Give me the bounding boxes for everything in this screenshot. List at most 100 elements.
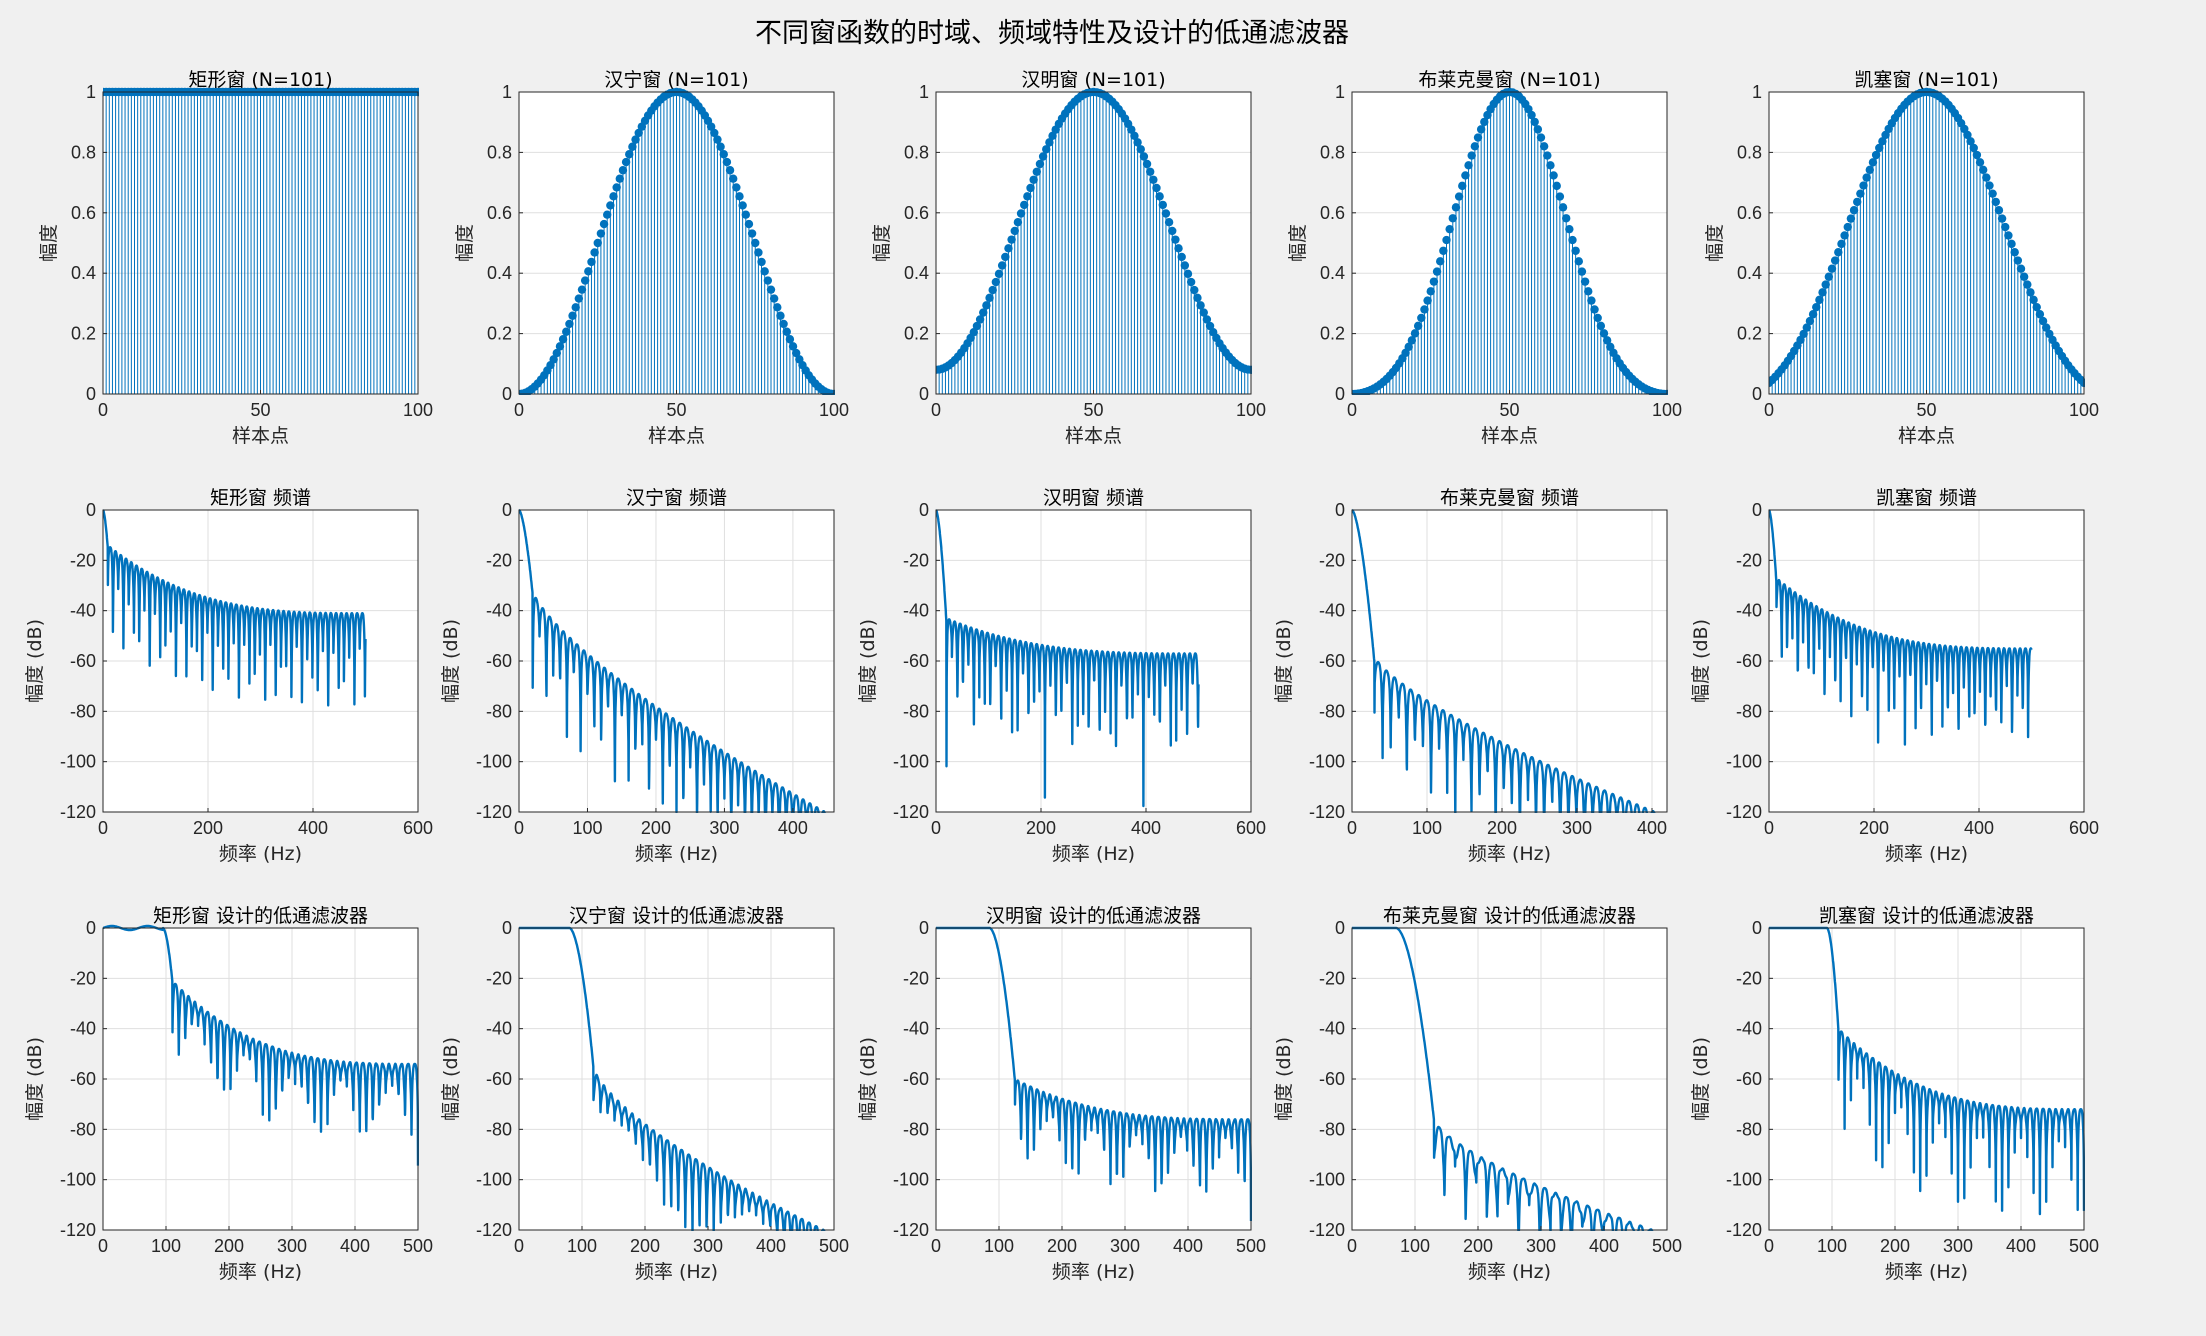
stem-marker [1546, 161, 1555, 170]
stem-marker [710, 128, 719, 138]
stem-marker [625, 150, 634, 159]
data-series [1352, 926, 1654, 1231]
y-tick-label: 0 [502, 384, 512, 404]
data-series [936, 509, 1200, 808]
x-axis-label: 频率 (Hz) [1052, 843, 1135, 865]
y-axis-label: 幅度 (dB) [440, 619, 462, 703]
x-tick-label: 300 [709, 818, 739, 838]
stem-marker [1010, 226, 1019, 236]
stem-marker [1865, 165, 1875, 175]
y-tick-label: -120 [60, 1220, 96, 1240]
x-tick-label: 200 [1463, 1236, 1493, 1256]
stem-marker [725, 166, 735, 175]
y-tick-label: -60 [70, 1069, 96, 1089]
stem-marker [609, 192, 618, 201]
stem-marker [631, 135, 640, 144]
x-axis-label: 频率 (Hz) [1885, 1261, 1968, 1283]
x-axis-label: 频率 (Hz) [1052, 1261, 1135, 1283]
y-tick-label: 0.2 [1737, 324, 1762, 344]
stem-marker [1001, 252, 1010, 262]
stem-marker [1549, 171, 1558, 180]
y-tick-label: -60 [1319, 651, 1345, 671]
y-tick-label: -120 [60, 802, 96, 822]
response-line [519, 926, 826, 1231]
stem-marker [1193, 293, 1202, 303]
subplot-kaiser-window: 0 50 100 0 0.2 0.4 0.6 0.8 1 凯塞窗 (N=101) 样本点 幅度 [1704, 69, 2099, 447]
subplot-title: 汉明窗 (N=101) [1021, 69, 1165, 91]
stem-marker [1130, 131, 1139, 141]
stem-marker [1530, 117, 1539, 127]
stem-marker [1448, 214, 1458, 223]
y-axis-label: 幅度 [871, 224, 893, 262]
stem-marker [603, 210, 612, 219]
stem-marker [558, 335, 568, 344]
stem-marker [1423, 296, 1432, 305]
x-tick-label: 200 [630, 1236, 660, 1256]
stem-marker [2026, 288, 2035, 297]
stem-marker [1180, 261, 1190, 270]
subplot-title: 凯塞窗 (N=101) [1854, 69, 1998, 91]
x-axis-label: 样本点 [1898, 425, 1955, 447]
y-tick-label: -120 [1726, 1220, 1762, 1240]
stem-marker [1158, 200, 1168, 210]
stem-marker [1407, 336, 1417, 345]
stem-marker [2038, 316, 2048, 326]
x-tick-label: 50 [666, 400, 686, 420]
y-tick-label: 0.6 [1737, 203, 1762, 223]
stem-marker [1155, 192, 1164, 201]
y-tick-label: -120 [893, 802, 929, 822]
y-tick-label: 0.2 [487, 324, 512, 344]
y-tick-label: -80 [1736, 1119, 1762, 1139]
stem-marker [1988, 189, 1997, 198]
y-axis-label: 幅度 [454, 224, 476, 262]
y-tick-label: 1 [1335, 82, 1345, 102]
y-tick-label: -60 [486, 651, 512, 671]
stem-marker [593, 238, 602, 248]
data-series [1769, 509, 2033, 746]
stem-marker [2013, 256, 2023, 265]
stem-marker [1029, 175, 1038, 184]
x-tick-label: 100 [1400, 1236, 1430, 1256]
stem-marker [1420, 305, 1429, 314]
stem-marker [1461, 171, 1470, 180]
stem-marker [1016, 209, 1026, 218]
stem-marker [574, 294, 584, 303]
y-tick-label: -80 [486, 701, 512, 721]
y-tick-label: -120 [476, 1220, 512, 1240]
x-tick-label: 50 [250, 400, 270, 420]
stem-marker [1593, 313, 1602, 323]
y-axis-label: 幅度 (dB) [24, 1037, 46, 1121]
y-axis-label: 幅度 (dB) [1273, 619, 1295, 703]
stem-marker [1164, 217, 1174, 227]
x-axis-label: 频率 (Hz) [1468, 1261, 1551, 1283]
x-tick-label: 0 [1347, 1236, 1357, 1256]
stem-marker [1171, 235, 1180, 244]
stem-marker [722, 157, 732, 167]
stem-marker [1840, 231, 1849, 240]
subplot-hann-filter: 0 100 200 300 400 500 0 -20 -40 -60 -80 -100 -120 汉宁窗… [440, 905, 849, 1283]
x-tick-label: 300 [1562, 818, 1592, 838]
stem-marker [1972, 150, 1982, 160]
stem-marker [763, 276, 773, 285]
stem-marker [1454, 192, 1464, 201]
stem-marker [1568, 235, 1577, 245]
x-axis-label: 频率 (Hz) [635, 1261, 718, 1283]
stem-marker [1527, 110, 1536, 120]
x-axis-label: 频率 (Hz) [635, 843, 718, 865]
x-tick-label: 400 [756, 1236, 786, 1256]
stem-marker [1602, 336, 1612, 345]
stem-marker [769, 294, 779, 303]
x-tick-label: 0 [1764, 1236, 1774, 1256]
y-axis-label: 幅度 (dB) [24, 619, 46, 703]
x-axis-label: 频率 (Hz) [219, 1261, 302, 1283]
stem-marker [982, 301, 991, 310]
y-tick-label: -100 [476, 1170, 512, 1190]
x-tick-label: 0 [98, 400, 108, 420]
subplot-hamming-filter: 0 100 200 300 400 500 0 -20 -40 -60 -80 -100 -120 汉明窗… [857, 905, 1266, 1283]
stem-marker [1599, 329, 1609, 338]
y-tick-label: 0.4 [71, 263, 96, 283]
stem-marker [1026, 183, 1035, 193]
stem-marker [1584, 287, 1593, 296]
stem-marker [1013, 217, 1023, 227]
y-tick-label: 1 [502, 82, 512, 102]
